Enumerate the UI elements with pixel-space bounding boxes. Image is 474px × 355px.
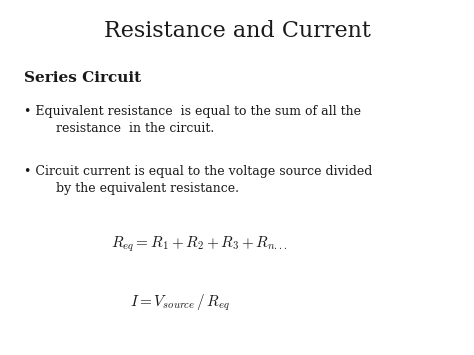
Text: • Equivalent resistance  is equal to the sum of all the
        resistance  in t: • Equivalent resistance is equal to the …	[24, 105, 361, 135]
Text: • Circuit current is equal to the voltage source divided
        by the equivale: • Circuit current is equal to the voltag…	[24, 165, 372, 195]
Text: $R_{eq} = R_1 + R_2 + R_3 + R_{n...}$: $R_{eq} = R_1 + R_2 + R_3 + R_{n...}$	[111, 234, 287, 254]
Text: Resistance and Current: Resistance and Current	[103, 20, 371, 42]
Text: Series Circuit: Series Circuit	[24, 71, 141, 85]
Text: $I = V_{source}\, / \, R_{eq}$: $I = V_{source}\, / \, R_{eq}$	[130, 293, 230, 313]
